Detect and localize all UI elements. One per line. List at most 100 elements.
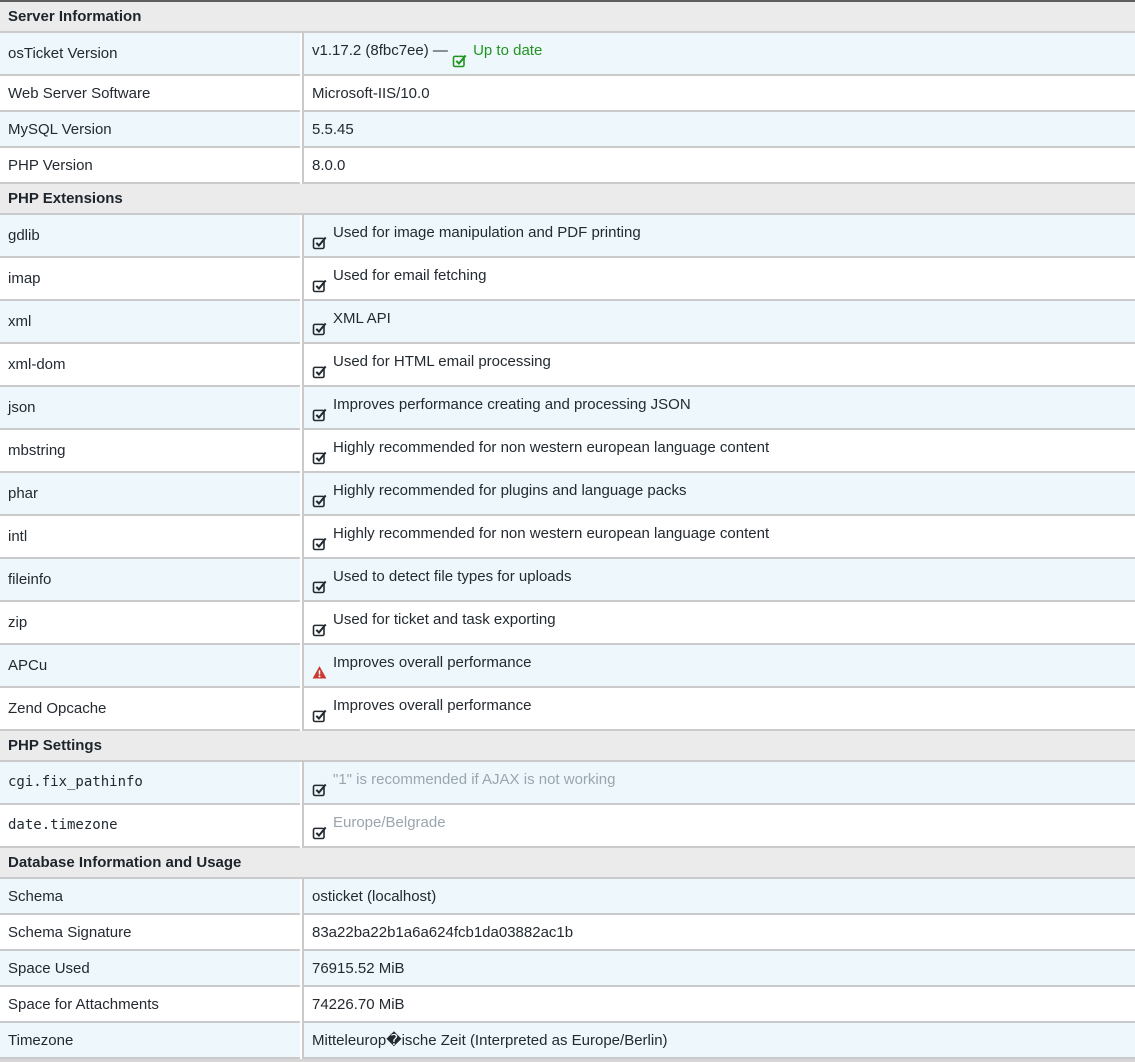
table-row: Space Used 76915.52 MiB [0,951,1135,987]
table-row: fileinfo Used to detect file types for up… [0,559,1135,602]
value-text: Highly recommended for non western europ… [333,524,770,542]
row-label: Space Used [0,951,300,987]
row-value: Highly recommended for non western europ… [302,516,1135,559]
section-header-row: PHP Extensions [0,184,1135,215]
row-label: gdlib [0,215,300,258]
row-value: v1.17.2 (8fbc7ee) — Up to date [302,33,1135,76]
table-row: Zend Opcache Improves overall performance [0,688,1135,731]
row-value: osticket (localhost) [302,879,1135,915]
section-header: PHP Settings [0,731,1135,762]
row-value: Highly recommended for plugins and langu… [302,473,1135,516]
row-label: xml-dom [0,344,300,387]
row-label: osTicket Version [0,33,300,76]
row-value: Used for ticket and task exporting [302,602,1135,645]
value-text: Improves performance creating and proces… [333,395,691,413]
row-value: Mitteleurop�ische Zeit (Interpreted as E… [302,1023,1135,1059]
row-label: intl [0,516,300,559]
row-label: Zend Opcache [0,688,300,731]
table-row: imap Used for email fetching [0,258,1135,301]
row-value: 8.0.0 [302,148,1135,184]
row-label: APCu [0,645,300,688]
row-value: Used for HTML email processing [302,344,1135,387]
value-text: Used to detect file types for uploads [333,567,572,585]
table-row: xml XML API [0,301,1135,344]
value-text: 5.5.45 [312,120,354,138]
check-square-icon [312,364,327,379]
table-row: MySQL Version 5.5.45 [0,112,1135,148]
value-text: 83a22ba22b1a6a624fcb1da03882ac1b [312,923,574,941]
row-label: cgi.fix_pathinfo [0,762,300,805]
row-label: mbstring [0,430,300,473]
table-row: Web Server Software Microsoft-IIS/10.0 [0,76,1135,112]
table-row: xml-dom Used for HTML email processing [0,344,1135,387]
value-text: Highly recommended for non western europ… [333,438,770,456]
table-row: json Improves performance creating and pr… [0,387,1135,430]
value-text: Mitteleurop�ische Zeit (Interpreted as E… [312,1031,668,1049]
row-label: json [0,387,300,430]
row-label: Space for Attachments [0,987,300,1023]
row-value: 83a22ba22b1a6a624fcb1da03882ac1b [302,915,1135,951]
value-text: Improves overall performance [333,653,532,671]
value-text: 8.0.0 [312,156,346,174]
value-text: Used for HTML email processing [333,352,551,370]
value-text: Up to date [473,41,543,59]
value-prefix: v1.17.2 (8fbc7ee) — [312,41,453,59]
row-value: 74226.70 MiB [302,987,1135,1023]
row-value: Improves overall performance [302,645,1135,688]
row-label: fileinfo [0,559,300,602]
check-square-icon [312,321,327,336]
check-square-icon [452,53,467,68]
table-row: gdlib Used for image manipulation and PDF… [0,215,1135,258]
table-row: zip Used for ticket and task exporting [0,602,1135,645]
row-label: imap [0,258,300,301]
row-label: phar [0,473,300,516]
check-square-icon [312,235,327,250]
row-value: 5.5.45 [302,112,1135,148]
section-header: Database Information and Usage [0,848,1135,879]
check-square-icon [312,622,327,637]
value-text: Microsoft-IIS/10.0 [312,84,430,102]
table-row: PHP Version 8.0.0 [0,148,1135,184]
row-value: XML API [302,301,1135,344]
row-label: PHP Version [0,148,300,184]
table-row: Schema osticket (localhost) [0,879,1135,915]
row-value: Microsoft-IIS/10.0 [302,76,1135,112]
check-square-icon [312,536,327,551]
table-row: Timezone Mitteleurop�ische Zeit (Interpre… [0,1023,1135,1059]
row-label: xml [0,301,300,344]
row-label: MySQL Version [0,112,300,148]
row-label: zip [0,602,300,645]
row-value: Improves overall performance [302,688,1135,731]
row-value: Used for image manipulation and PDF prin… [302,215,1135,258]
check-square-icon [312,825,327,840]
row-value: Improves performance creating and proces… [302,387,1135,430]
row-value: Used to detect file types for uploads [302,559,1135,602]
value-text: Used for email fetching [333,266,487,284]
check-square-icon [312,493,327,508]
row-label: Schema [0,879,300,915]
section-header-row: PHP Settings [0,731,1135,762]
value-text: Used for ticket and task exporting [333,610,556,628]
section-header: Server Information [0,2,1135,33]
value-text: Europe/Belgrade [333,813,446,831]
table-row: Space for Attachments 74226.70 MiB [0,987,1135,1023]
section-header-row: Server Information [0,2,1135,33]
value-text: "1" is recommended if AJAX is not workin… [333,770,616,788]
row-label: Timezone [0,1023,300,1059]
table-row: date.timezone Europe/Belgrade [0,805,1135,848]
row-label: Web Server Software [0,76,300,112]
section-header-row: Database Information and Usage [0,848,1135,879]
table-row: cgi.fix_pathinfo "1" is recommended if AJ… [0,762,1135,805]
check-square-icon [312,579,327,594]
value-text: Improves overall performance [333,696,532,714]
check-square-icon [312,407,327,422]
row-value: Highly recommended for non western europ… [302,430,1135,473]
row-value: "1" is recommended if AJAX is not workin… [302,762,1135,805]
table-row: APCu Improves overall performance [0,645,1135,688]
check-square-icon [312,278,327,293]
table-row: intl Highly recommended for non western e… [0,516,1135,559]
check-square-icon [312,450,327,465]
row-label: Schema Signature [0,915,300,951]
